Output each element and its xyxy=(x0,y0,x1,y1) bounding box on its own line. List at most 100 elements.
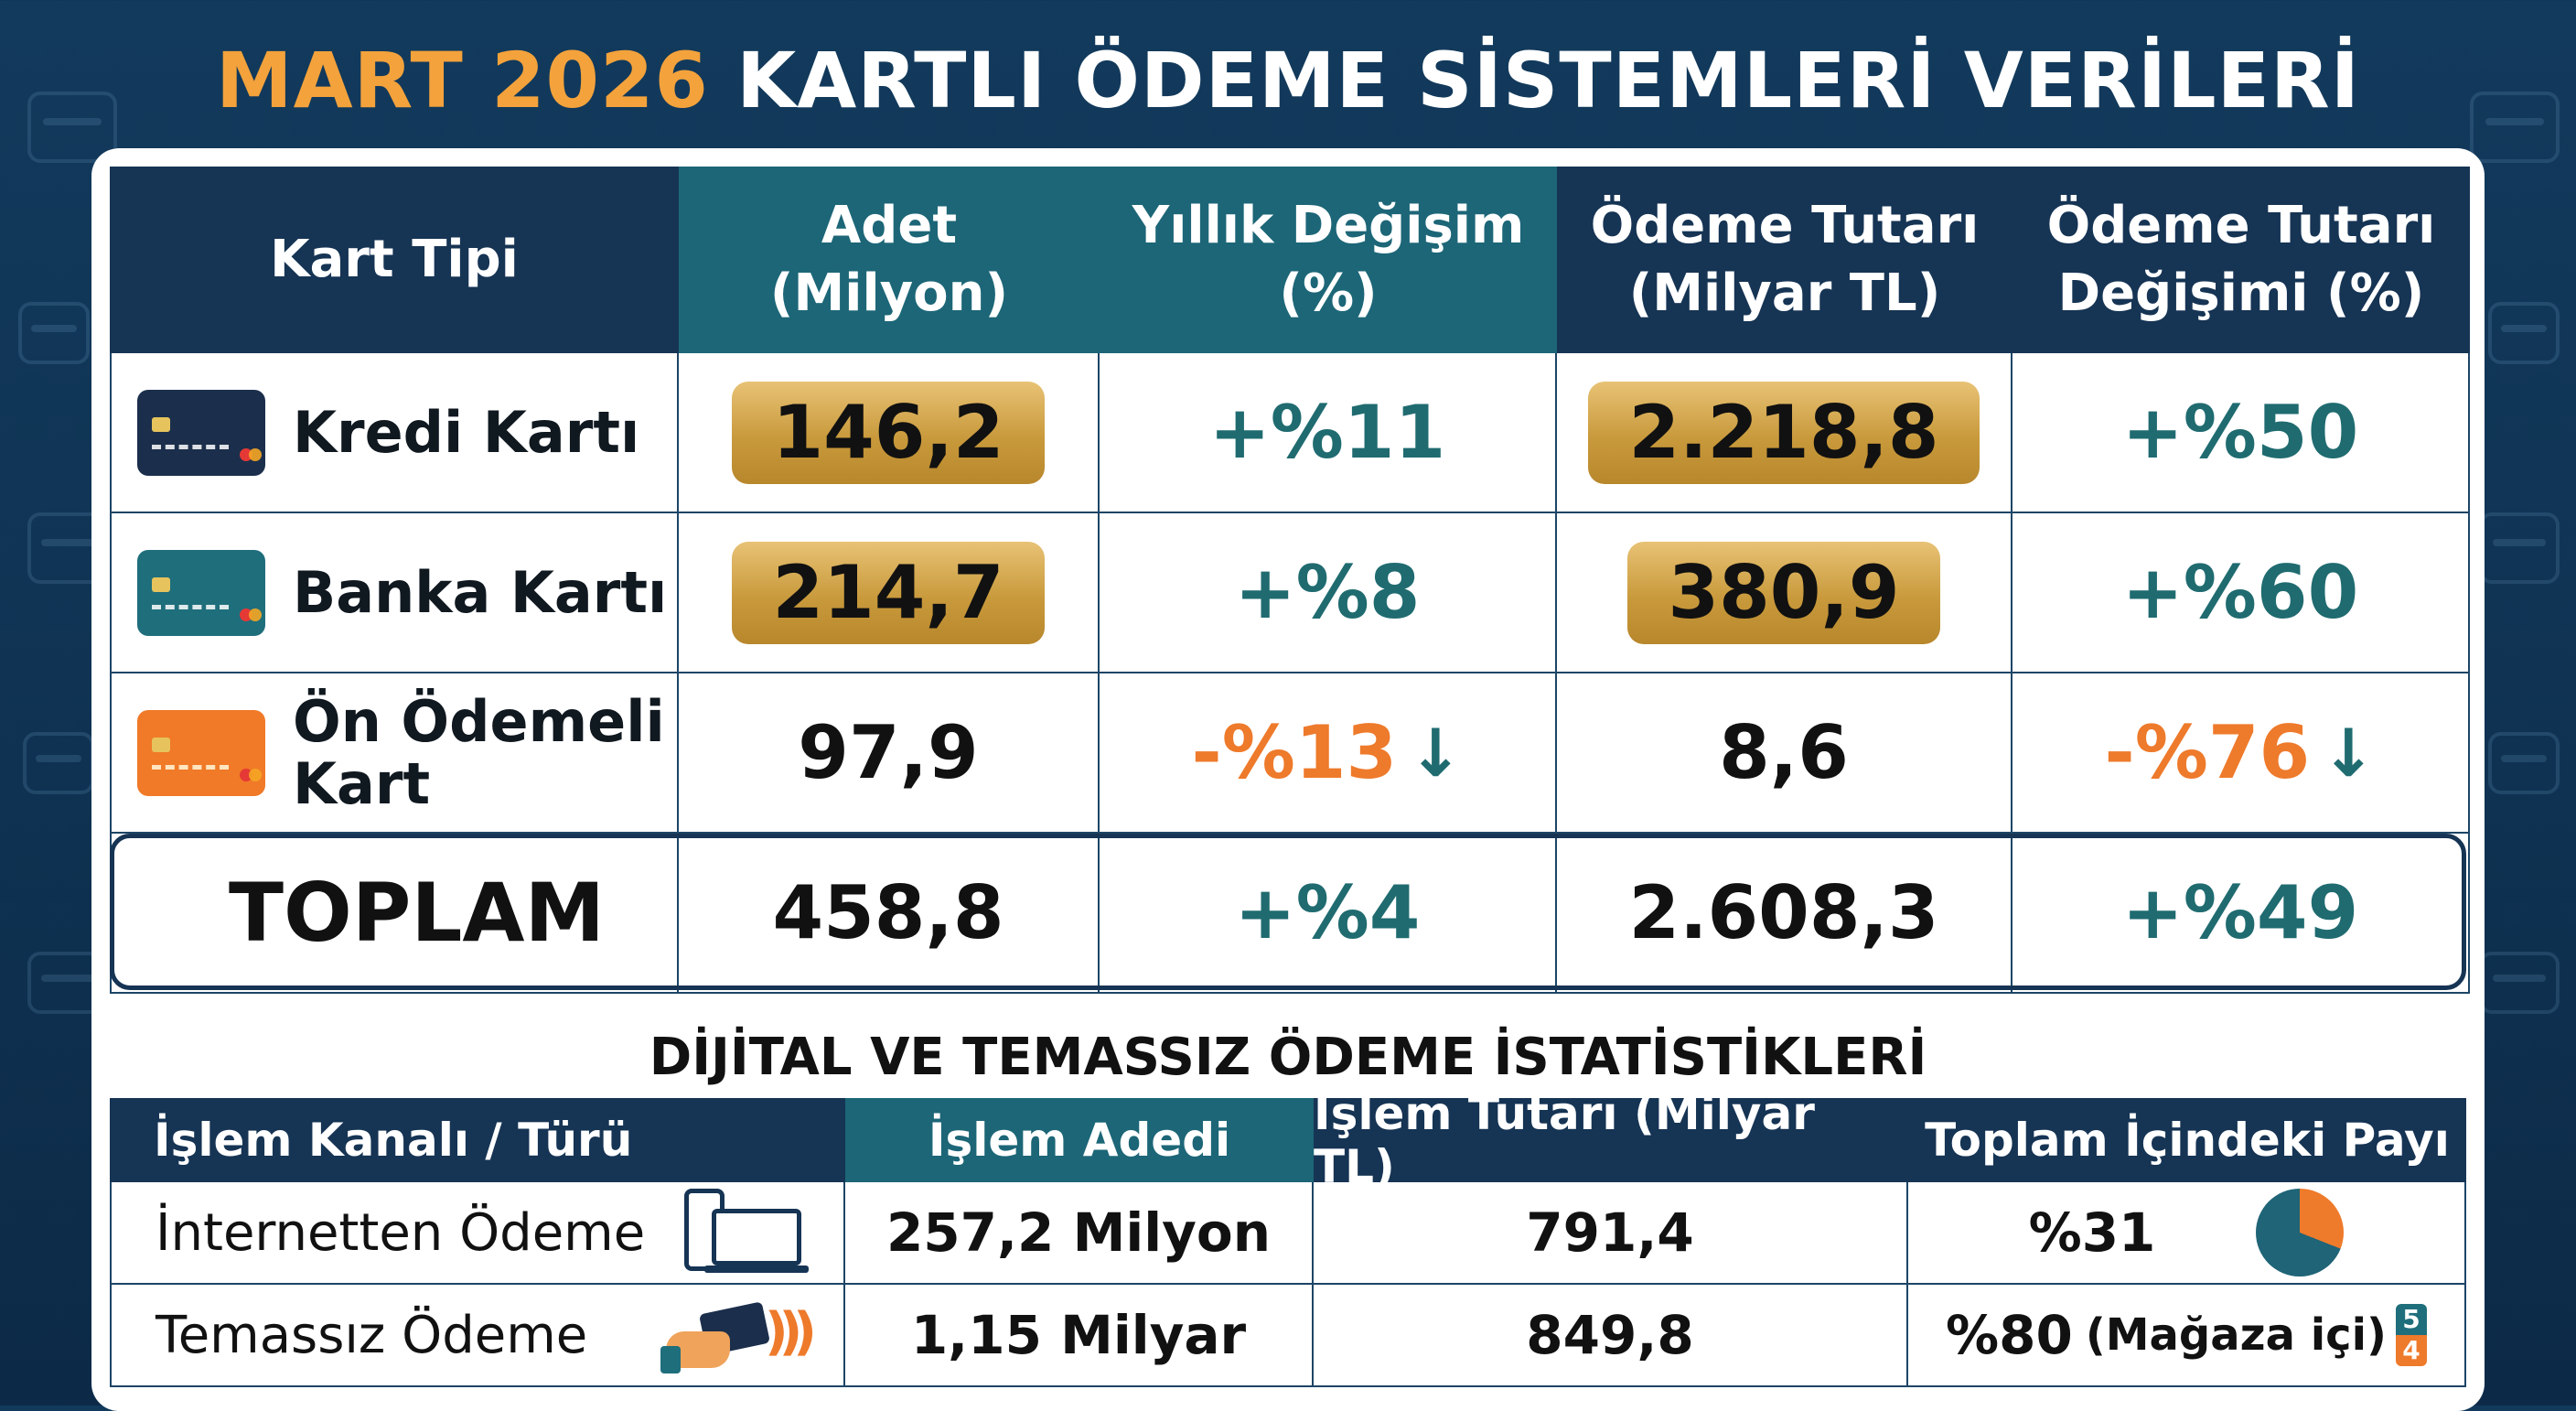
number-badge-icon: 5 4 xyxy=(2396,1304,2427,1366)
card-type-label: Kredi Kartı xyxy=(293,398,640,466)
badge-top: 5 xyxy=(2396,1304,2427,1335)
header-kanal: İşlem Kanalı / Türü xyxy=(110,1098,845,1182)
table-row-on-odemeli-kart: Ön Ödemeli Kart 97,9 -%13 ↓ 8,6 -%76 ↓ xyxy=(110,673,2470,834)
highlight-box: 146,2 xyxy=(732,381,1045,484)
header-label: Ödeme Tutarı xyxy=(1590,196,1980,255)
islem-tutari-cell: 849,8 xyxy=(1314,1285,1908,1387)
debit-card-icon xyxy=(137,549,265,636)
tutar-cell: 380,9 xyxy=(1557,513,2012,673)
islem-tutari-cell: 791,4 xyxy=(1314,1182,1908,1285)
total-label: TOPLAM xyxy=(229,866,606,960)
page-title-rest: KARTLI ÖDEME SİSTEMLERİ VERİLERİ xyxy=(708,36,2360,125)
islem-tutari-value: 849,8 xyxy=(1526,1304,1694,1366)
tutar-degisim-cell: -%76 ↓ xyxy=(2012,673,2470,834)
yillik-cell: +%8 xyxy=(1100,513,1557,673)
header-label: İşlem Tutarı (Milyar TL) xyxy=(1314,1087,1815,1193)
background-card-icon xyxy=(2488,732,2560,794)
header-label: Ödeme Tutarı xyxy=(2046,196,2436,255)
highlight-box: 214,7 xyxy=(732,541,1045,644)
table-header-row: Kart Tipi Adet (Milyon) Yıllık Değişim (%)… xyxy=(110,167,2470,353)
header-odeme-tutari: Ödeme Tutarı (Milyar TL) xyxy=(1557,167,2012,353)
card-type-cell: Ön Ödemeli Kart xyxy=(110,673,679,834)
pie-chart-icon xyxy=(2256,1189,2345,1276)
total-tutar-degisim-value: +%49 xyxy=(2121,870,2359,955)
pay-value: %31 xyxy=(2028,1201,2156,1264)
header-label: Adet xyxy=(821,196,958,255)
yillik-value: +%8 xyxy=(1234,550,1421,635)
tutar-value: 2.218,8 xyxy=(1628,390,1939,475)
card-type-label-line: Kart xyxy=(293,749,431,817)
channel-cell: Temassız Ödeme ))) xyxy=(110,1285,845,1387)
islem-adedi-value: 257,2 Milyon xyxy=(886,1201,1272,1264)
background-card-icon xyxy=(18,302,90,364)
contactless-payment-icon: ))) xyxy=(660,1298,817,1373)
islem-adedi-value: 1,15 Milyar xyxy=(910,1304,1247,1366)
tutar-degisim-cell: +%50 xyxy=(2012,353,2470,513)
tutar-degisim-value: +%50 xyxy=(2121,390,2359,475)
adet-cell: 146,2 xyxy=(679,353,1100,513)
header-label: Değişimi (%) xyxy=(2057,264,2425,323)
tutar-value: 380,9 xyxy=(1668,550,1900,635)
header-yillik-degisim: Yıllık Değişim (%) xyxy=(1100,167,1557,353)
adet-cell: 97,9 xyxy=(679,673,1100,834)
background-card-icon xyxy=(23,732,94,794)
yillik-cell: -%13 ↓ xyxy=(1100,673,1557,834)
adet-value: 97,9 xyxy=(798,710,979,795)
section-title: DİJİTAL VE TEMASSIZ ÖDEME İSTATİSTİKLERİ xyxy=(649,1028,1927,1087)
yillik-cell: +%11 xyxy=(1100,353,1557,513)
table-header-row: İşlem Kanalı / Türü İşlem Adedi İşlem Tu… xyxy=(110,1087,2466,1193)
tutar-value: 8,6 xyxy=(1719,710,1849,795)
credit-card-icon xyxy=(137,389,265,476)
tutar-cell: 8,6 xyxy=(1557,673,2012,834)
down-arrow-icon: ↓ xyxy=(1408,714,1464,792)
islem-adedi-cell: 257,2 Milyon xyxy=(845,1182,1314,1285)
channel-cell: İnternetten Ödeme xyxy=(110,1182,845,1285)
background-card-icon xyxy=(27,92,117,163)
header-toplam-payi: Toplam İçindeki Payı xyxy=(1908,1098,2466,1182)
header-label: Yıllık Değişim xyxy=(1132,196,1525,255)
background-card-icon xyxy=(2479,512,2560,584)
table-row-banka-karti: Banka Kartı 214,7 +%8 380,9 +%60 xyxy=(110,513,2470,673)
adet-cell: 214,7 xyxy=(679,513,1100,673)
header-islem-adedi: İşlem Adedi xyxy=(845,1098,1314,1182)
card-type-cell: Kredi Kartı xyxy=(110,353,679,513)
pay-cell: %31 xyxy=(1908,1182,2466,1285)
phone-laptop-icon xyxy=(684,1189,809,1276)
down-arrow-icon: ↓ xyxy=(2321,714,2377,792)
channel-label: Temassız Ödeme xyxy=(156,1305,588,1365)
total-tutar-value: 2.608,3 xyxy=(1628,870,1939,955)
total-adet-value: 458,8 xyxy=(772,870,1004,955)
channel-label: İnternetten Ödeme xyxy=(156,1202,646,1263)
header-label: Toplam İçindeki Payı xyxy=(1925,1114,2450,1167)
card-type-label-line: Ön Ödemeli xyxy=(293,687,665,755)
header-label: İşlem Kanalı / Türü xyxy=(154,1114,633,1167)
page-title-accent: MART 2026 xyxy=(216,36,709,125)
card-type-cell: Banka Kartı xyxy=(110,513,679,673)
islem-tutari-value: 791,4 xyxy=(1526,1201,1694,1264)
total-label-cell: TOPLAM xyxy=(110,834,679,994)
tutar-degisim-cell: +%49 xyxy=(2012,834,2470,994)
total-yillik-value: +%4 xyxy=(1234,870,1421,955)
prepaid-card-icon xyxy=(137,709,265,796)
background-card-icon xyxy=(2470,92,2560,163)
card-type-label: Banka Kartı xyxy=(293,558,668,626)
page-title: MART 2026 KARTLI ÖDEME SİSTEMLERİ VERİLE… xyxy=(0,35,2576,126)
table-row-temassiz-odeme: Temassız Ödeme ))) 1,15 Milyar 849,8 %80… xyxy=(110,1285,2466,1387)
header-adet: Adet (Milyon) xyxy=(679,167,1100,353)
tutar-degisim-cell: +%60 xyxy=(2012,513,2470,673)
header-odeme-tutari-degisimi: Ödeme Tutarı Değişimi (%) xyxy=(2012,167,2470,353)
adet-value: 146,2 xyxy=(772,390,1004,475)
header-label: (Milyon) xyxy=(769,264,1009,323)
header-label: (Milyar TL) xyxy=(1628,264,1941,323)
badge-bottom: 4 xyxy=(2396,1335,2427,1366)
background-card-icon xyxy=(2488,302,2560,364)
highlight-box: 380,9 xyxy=(1627,541,1940,644)
table-row-total: TOPLAM 458,8 +%4 2.608,3 +%49 xyxy=(110,834,2470,994)
header-label: İşlem Adedi xyxy=(928,1114,1231,1167)
tutar-degisim-value: -%76 xyxy=(2104,710,2311,795)
tutar-cell: 2.218,8 xyxy=(1557,353,2012,513)
yillik-cell: +%4 xyxy=(1100,834,1557,994)
card-type-label: Ön Ödemeli Kart xyxy=(293,687,665,817)
pay-cell: %80 (Mağaza içi) 5 4 xyxy=(1908,1285,2466,1387)
header-islem-tutari: İşlem Tutarı (Milyar TL) xyxy=(1314,1087,1908,1193)
